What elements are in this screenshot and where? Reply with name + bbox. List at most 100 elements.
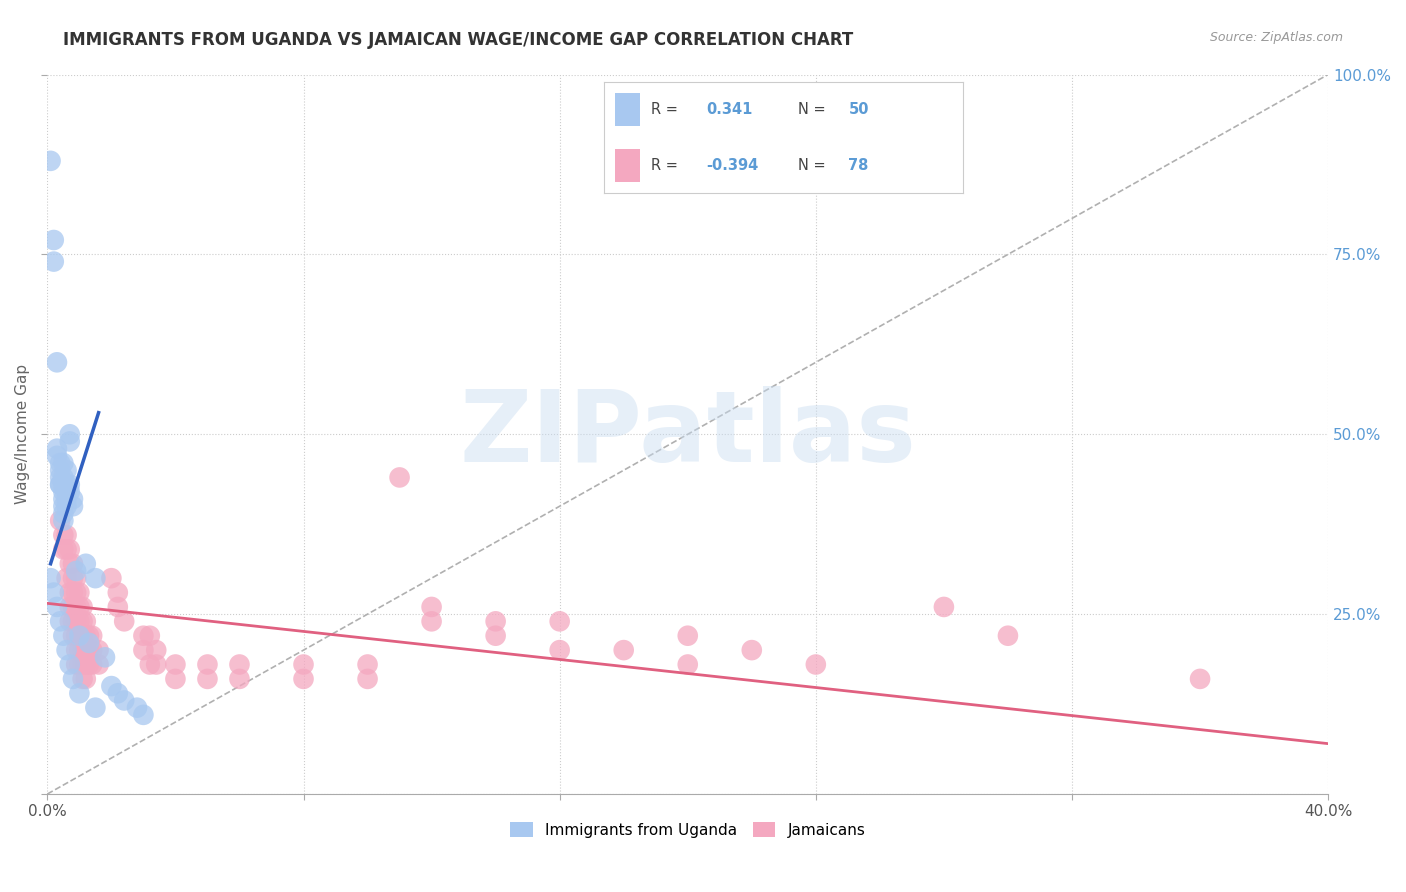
Point bbox=[72, 615, 94, 629]
Point bbox=[62, 500, 84, 514]
Point bbox=[107, 686, 129, 700]
Point bbox=[676, 629, 699, 643]
Point bbox=[49, 477, 72, 491]
Point bbox=[77, 643, 100, 657]
Point bbox=[165, 657, 187, 672]
Point bbox=[62, 615, 84, 629]
Point bbox=[62, 585, 84, 599]
Point bbox=[292, 657, 315, 672]
Point bbox=[52, 507, 75, 521]
Point bbox=[65, 599, 87, 614]
Point bbox=[62, 672, 84, 686]
Point bbox=[59, 484, 82, 499]
Text: Source: ZipAtlas.com: Source: ZipAtlas.com bbox=[1209, 31, 1343, 45]
Point bbox=[59, 615, 82, 629]
Point bbox=[112, 693, 135, 707]
Point bbox=[62, 629, 84, 643]
Point bbox=[613, 643, 636, 657]
Point bbox=[87, 657, 110, 672]
Point bbox=[75, 672, 97, 686]
Point bbox=[77, 629, 100, 643]
Point bbox=[107, 585, 129, 599]
Point bbox=[65, 564, 87, 578]
Point bbox=[42, 233, 65, 247]
Point bbox=[228, 657, 250, 672]
Point bbox=[1189, 672, 1212, 686]
Point bbox=[388, 470, 411, 484]
Point bbox=[52, 491, 75, 506]
Point bbox=[46, 449, 69, 463]
Point bbox=[55, 528, 77, 542]
Point bbox=[52, 528, 75, 542]
Point bbox=[46, 599, 69, 614]
Point bbox=[132, 629, 155, 643]
Point bbox=[59, 557, 82, 571]
Point bbox=[145, 657, 167, 672]
Point bbox=[55, 643, 77, 657]
Point bbox=[52, 542, 75, 557]
Point bbox=[67, 585, 90, 599]
Point bbox=[292, 672, 315, 686]
Point bbox=[75, 643, 97, 657]
Point bbox=[49, 477, 72, 491]
Point bbox=[548, 643, 571, 657]
Point bbox=[59, 427, 82, 442]
Point bbox=[62, 599, 84, 614]
Point bbox=[84, 571, 107, 585]
Point bbox=[55, 571, 77, 585]
Point bbox=[82, 657, 104, 672]
Point bbox=[65, 615, 87, 629]
Point bbox=[72, 672, 94, 686]
Point bbox=[72, 657, 94, 672]
Point bbox=[82, 629, 104, 643]
Point bbox=[139, 629, 162, 643]
Point bbox=[55, 542, 77, 557]
Point bbox=[62, 491, 84, 506]
Point bbox=[72, 599, 94, 614]
Point bbox=[77, 657, 100, 672]
Point bbox=[132, 707, 155, 722]
Point bbox=[59, 599, 82, 614]
Point bbox=[804, 657, 827, 672]
Point bbox=[67, 599, 90, 614]
Point bbox=[75, 629, 97, 643]
Point bbox=[65, 585, 87, 599]
Point bbox=[49, 615, 72, 629]
Point bbox=[75, 615, 97, 629]
Point bbox=[676, 657, 699, 672]
Point bbox=[49, 456, 72, 470]
Point bbox=[67, 629, 90, 643]
Point bbox=[62, 557, 84, 571]
Point bbox=[197, 672, 219, 686]
Point bbox=[485, 615, 508, 629]
Point bbox=[67, 643, 90, 657]
Point bbox=[72, 629, 94, 643]
Point bbox=[100, 571, 122, 585]
Point bbox=[67, 615, 90, 629]
Point bbox=[356, 672, 378, 686]
Point bbox=[65, 643, 87, 657]
Point bbox=[997, 629, 1019, 643]
Point bbox=[42, 254, 65, 268]
Point bbox=[125, 700, 148, 714]
Point bbox=[52, 500, 75, 514]
Point bbox=[741, 643, 763, 657]
Point bbox=[49, 514, 72, 528]
Point bbox=[39, 571, 62, 585]
Point bbox=[72, 643, 94, 657]
Point bbox=[52, 629, 75, 643]
Point bbox=[548, 615, 571, 629]
Point bbox=[84, 700, 107, 714]
Point bbox=[52, 477, 75, 491]
Point bbox=[165, 672, 187, 686]
Point bbox=[82, 643, 104, 657]
Point bbox=[49, 463, 72, 477]
Point bbox=[46, 442, 69, 456]
Point bbox=[52, 470, 75, 484]
Point bbox=[55, 463, 77, 477]
Point bbox=[228, 672, 250, 686]
Point bbox=[59, 585, 82, 599]
Point bbox=[52, 456, 75, 470]
Point bbox=[67, 657, 90, 672]
Point bbox=[94, 650, 117, 665]
